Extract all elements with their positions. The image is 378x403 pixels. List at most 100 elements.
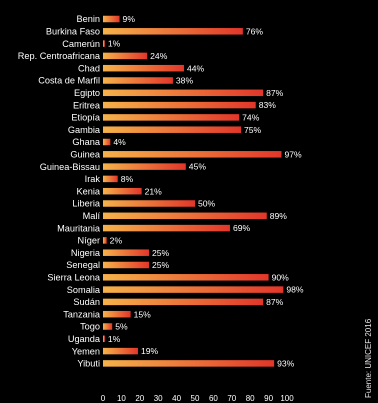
category-label-ghana: Ghana <box>72 137 100 147</box>
value-label-niger: 2% <box>110 236 123 246</box>
bar-yibuti <box>103 360 275 367</box>
category-label-guinea: Guinea <box>70 150 101 160</box>
bar-senegal <box>103 261 149 269</box>
x-tick-label-40: 40 <box>172 394 181 403</box>
x-axis-ticks: 0 10 20 30 40 50 60 70 80 90 100 <box>101 394 294 403</box>
value-label-yibuti: 93% <box>277 359 295 369</box>
category-label-irak: Irak <box>85 174 101 184</box>
bar-irak <box>103 175 118 183</box>
x-tick-label-0: 0 <box>101 394 106 403</box>
bar-mali <box>103 212 267 220</box>
bar-mauritania <box>103 224 230 232</box>
bar-liberia <box>103 200 195 207</box>
category-label-costa-de-marfil: Costa de Marfil <box>38 76 100 86</box>
x-tick-label-50: 50 <box>191 394 200 403</box>
category-label-sierra-leona: Sierra Leona <box>47 273 100 283</box>
bar-uganda <box>103 335 105 343</box>
bar-togo <box>103 323 113 330</box>
bar-ghana <box>103 138 111 146</box>
category-label-liberia: Liberia <box>72 199 100 209</box>
bar-eritrea <box>103 101 256 109</box>
category-label-burkina-faso: Burkina Faso <box>46 27 100 37</box>
value-label-togo: 5% <box>115 322 128 332</box>
bar-sudan <box>103 298 264 306</box>
value-label-mauritania: 69% <box>233 223 251 233</box>
value-label-benin: 9% <box>123 14 136 24</box>
value-label-yemen: 19% <box>141 346 159 356</box>
bar-tanzania <box>103 310 131 318</box>
value-label-senegal: 25% <box>152 260 170 270</box>
bar-chad <box>103 64 184 72</box>
category-label-eritrea: Eritrea <box>73 100 101 110</box>
category-label-somalia: Somalia <box>67 285 101 295</box>
x-tick-label-60: 60 <box>209 394 218 403</box>
value-label-nigeria: 25% <box>152 248 170 258</box>
bar-costa-de-marfil <box>103 77 173 84</box>
bar-nigeria <box>103 249 149 256</box>
value-label-guinea: 97% <box>284 149 302 159</box>
value-label-chad: 44% <box>187 63 205 73</box>
x-tick-label-20: 20 <box>135 394 144 403</box>
bar-yemen <box>103 347 138 355</box>
value-label-uganda: 1% <box>108 334 121 344</box>
category-label-uganda: Uganda <box>68 334 101 344</box>
value-label-costa-de-marfil: 38% <box>176 76 194 86</box>
category-label-niger: Níger <box>78 236 100 246</box>
value-label-eritrea: 83% <box>259 100 277 110</box>
category-label-camerun: Camerún <box>62 39 100 49</box>
bar-camerun <box>103 40 105 47</box>
x-tick-label-70: 70 <box>227 394 236 403</box>
value-label-ghana: 4% <box>113 137 126 147</box>
chart-rows: Benin 9% Burkina Faso 76% Camerún 1% Rep. Cent… <box>18 14 304 369</box>
bar-rep-centroafricana <box>103 52 148 60</box>
category-label-guinea-bissau: Guinea-Bissau <box>40 162 100 172</box>
bar-niger <box>103 237 107 244</box>
bar-benin <box>103 15 120 23</box>
bar-kenia <box>103 187 142 195</box>
value-label-irak: 8% <box>121 174 134 184</box>
value-label-mali: 89% <box>270 211 288 221</box>
value-label-burkina-faso: 76% <box>246 26 264 36</box>
value-label-camerun: 1% <box>108 39 121 49</box>
bar-sierra-leona <box>103 274 269 281</box>
value-label-etiopia: 74% <box>242 113 260 123</box>
bar-guinea-bissau <box>103 163 186 170</box>
category-label-rep-centroafricana: Rep. Centroafricana <box>18 51 101 61</box>
category-label-tanzania: Tanzania <box>63 309 101 319</box>
category-label-yemen: Yemen <box>72 346 100 356</box>
category-label-sudan: Sudán <box>73 297 100 307</box>
x-tick-label-90: 90 <box>264 394 273 403</box>
x-tick-label-10: 10 <box>117 394 126 403</box>
value-label-sudan: 87% <box>266 297 284 307</box>
category-label-kenia: Kenia <box>77 186 101 196</box>
source-note: Fuente: UNICEF 2016 <box>364 318 373 398</box>
bar-etiopia <box>103 114 240 121</box>
value-label-somalia: 98% <box>286 285 304 295</box>
bar-egipto <box>103 89 264 97</box>
category-label-yibuti: Yibuti <box>77 359 100 369</box>
bar-somalia <box>103 286 284 293</box>
category-label-gambia: Gambia <box>68 125 101 135</box>
category-label-mauritania: Mauritania <box>57 223 101 233</box>
bar-guinea <box>103 151 282 158</box>
category-label-nigeria: Nigeria <box>71 248 101 258</box>
bar-gambia <box>103 126 241 133</box>
category-label-egipto: Egipto <box>74 88 100 98</box>
value-label-kenia: 21% <box>145 186 163 196</box>
category-label-etiopia: Etiopía <box>71 113 100 123</box>
category-label-mali: Malí <box>83 211 101 221</box>
x-tick-label-30: 30 <box>154 394 163 403</box>
value-label-sierra-leona: 90% <box>272 272 290 282</box>
x-tick-label-80: 80 <box>246 394 255 403</box>
bar-burkina-faso <box>103 28 243 35</box>
value-label-guinea-bissau: 45% <box>189 162 207 172</box>
category-label-chad: Chad <box>78 63 100 73</box>
value-label-liberia: 50% <box>198 199 216 209</box>
category-label-senegal: Senegal <box>66 260 100 270</box>
category-label-benin: Benin <box>77 14 101 24</box>
x-tick-label-100: 100 <box>280 394 294 403</box>
value-label-rep-centroafricana: 24% <box>150 51 168 61</box>
value-label-tanzania: 15% <box>134 309 152 319</box>
category-label-togo: Togo <box>80 322 100 332</box>
